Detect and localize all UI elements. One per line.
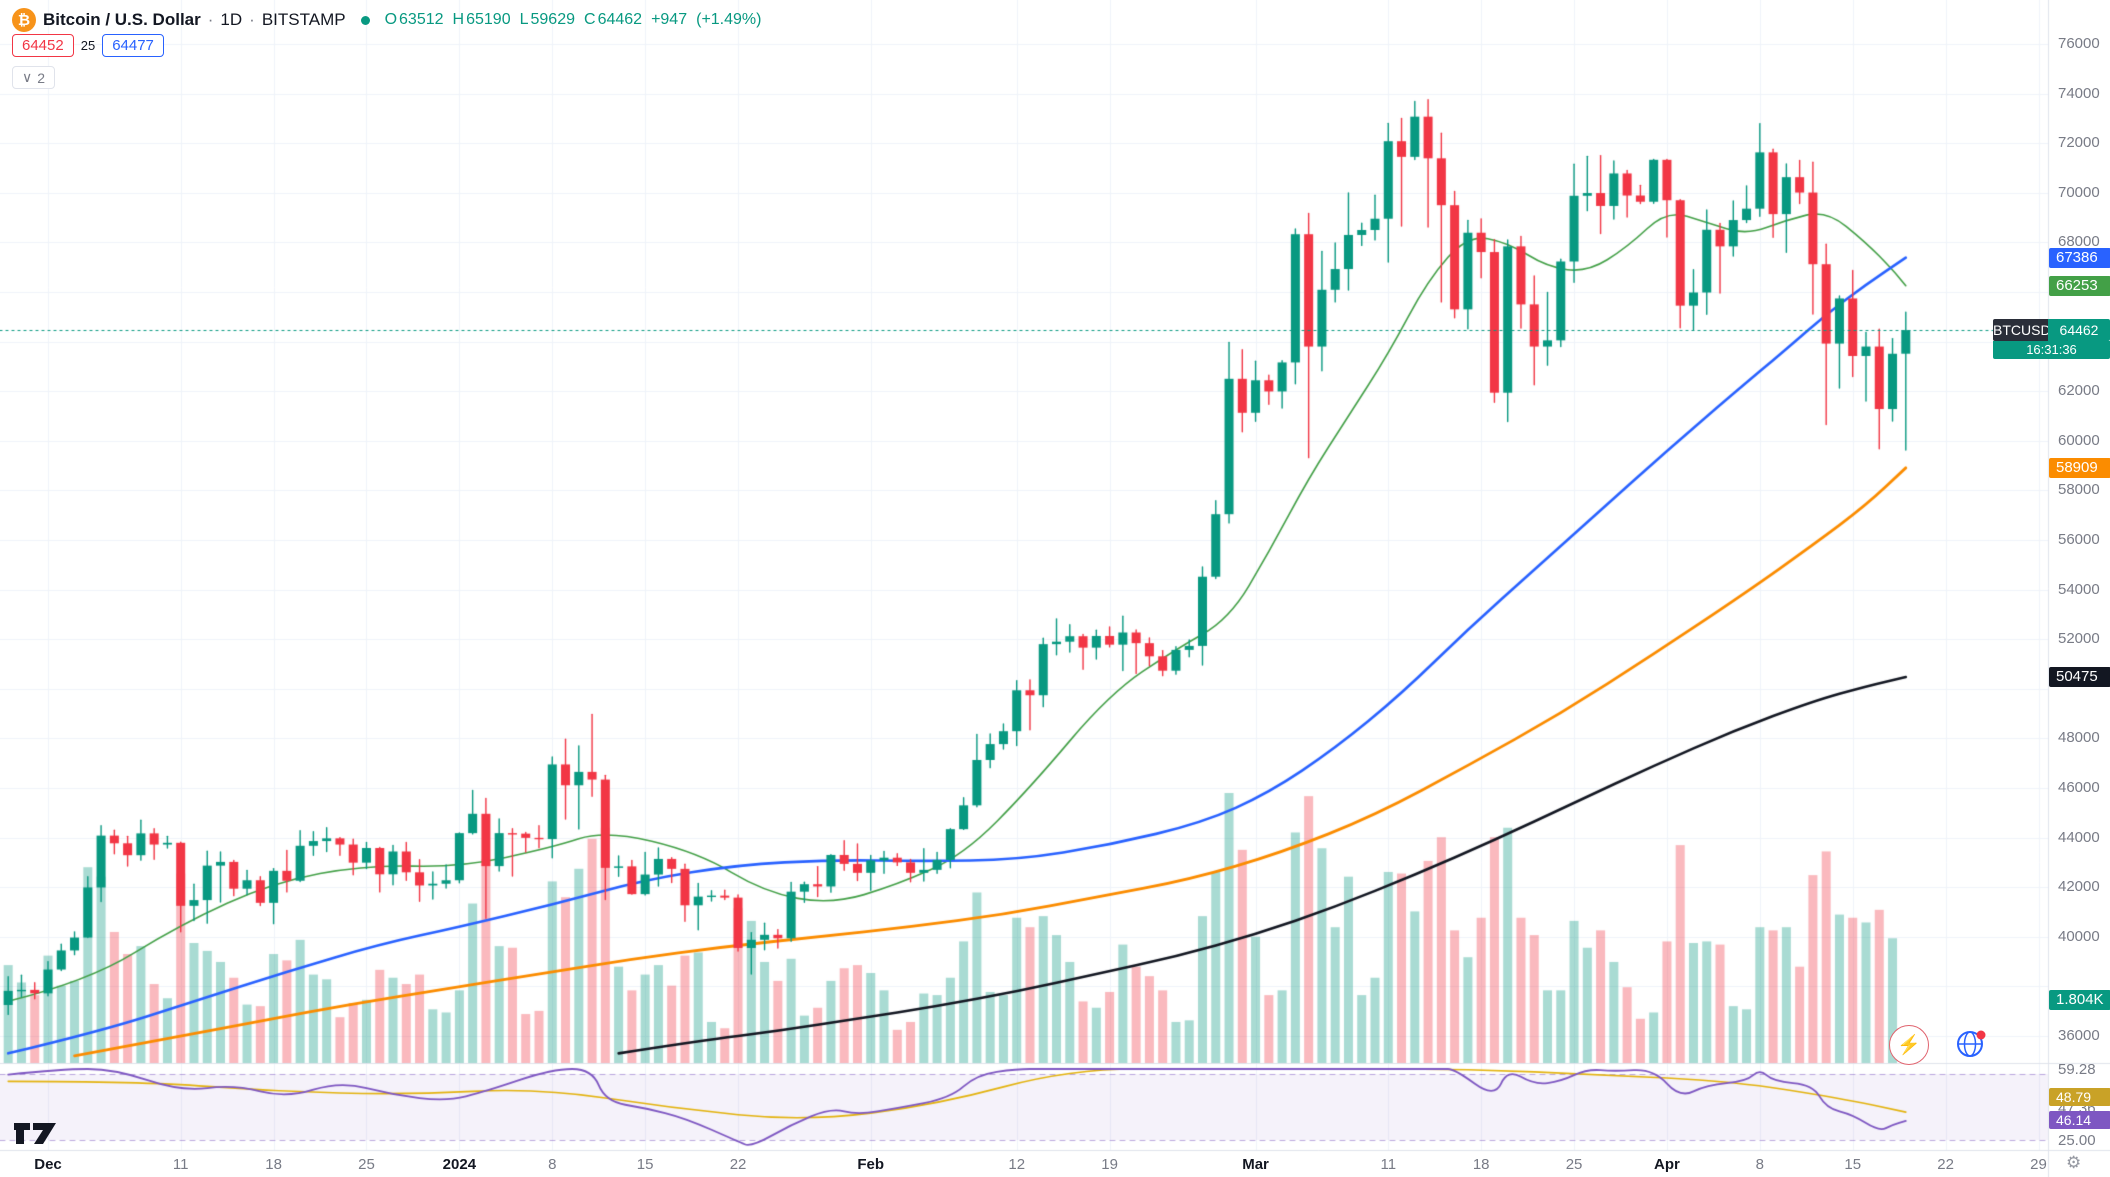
price-axis-tick[interactable]: 40000 [2058, 927, 2100, 945]
ohlc-low-value: 59629 [530, 11, 576, 28]
rsi-axis-badge: 46.14 [2049, 1111, 2110, 1129]
change-percent: (+1.49%) [696, 11, 762, 28]
price-axis-tick[interactable]: 46000 [2058, 779, 2100, 796]
exchange-label[interactable]: BITSTAMP [261, 10, 346, 29]
price-axis-tick[interactable]: 70000 [2058, 183, 2100, 201]
price-axis-tick[interactable]: 36000 [2058, 1027, 2100, 1044]
lightning-icon[interactable]: ⚡ [1889, 1025, 1929, 1065]
price-axis-tick[interactable]: 48000 [2058, 729, 2100, 747]
price-axis-tick[interactable]: 76000 [2058, 35, 2100, 52]
time-axis-label[interactable]: Mar [1242, 1156, 1269, 1173]
price-axis-tick[interactable]: 62000 [2058, 382, 2100, 400]
rsi-axis-badge: 48.79 [2049, 1088, 2110, 1106]
time-axis-label[interactable]: 29 [2030, 1156, 2047, 1173]
time-axis-label[interactable]: 12 [1008, 1156, 1026, 1173]
price-axis-tick[interactable]: 72000 [2058, 134, 2100, 152]
settings-gear-icon[interactable]: ⚙ [2066, 1153, 2082, 1172]
globe-icon[interactable] [1954, 1027, 1988, 1061]
last-price-symbol: BTCUSD [1993, 319, 2051, 342]
time-axis-label[interactable]: 8 [1755, 1156, 1764, 1173]
last-price-value: 64462 [2048, 319, 2110, 342]
ohlc-low-label: L [519, 11, 529, 28]
collapse-count: 2 [37, 69, 46, 86]
time-axis-label[interactable]: 8 [548, 1156, 557, 1173]
market-status-dot [360, 15, 370, 25]
change-value: +947 [651, 11, 688, 28]
price-axis-tick[interactable]: 58000 [2058, 481, 2100, 499]
last-price-countdown: 16:31:36 [1993, 341, 2110, 360]
time-axis-label[interactable]: 11 [1380, 1156, 1397, 1173]
tradingview-logo[interactable] [12, 1118, 58, 1153]
time-axis-label[interactable]: 2024 [442, 1156, 477, 1173]
ohlc-open-label: O [384, 11, 398, 28]
ohlc-values: O 63512 H 65190 L 59629 C 64462 +947 (+1.49%… [385, 11, 762, 29]
ohlc-high-label: H [452, 11, 465, 28]
ohlc-open-value: 63512 [399, 11, 444, 28]
time-axis-label[interactable]: 18 [1472, 1156, 1490, 1173]
time-axis-label[interactable]: 25 [1565, 1156, 1583, 1173]
bitcoin-icon: ₿ [12, 8, 36, 32]
ohlc-close-label: C [584, 11, 596, 28]
time-axis-label[interactable]: Apr [1654, 1156, 1680, 1173]
symbol-legend[interactable]: ₿ Bitcoin / U.S. Dollar · 1D · BITSTAMP … [12, 8, 761, 32]
rsi-axis-tick[interactable]: 59.28 [2058, 1061, 2096, 1078]
time-axis-label[interactable]: Feb [857, 1156, 885, 1173]
price-axis-tick[interactable]: 56000 [2058, 531, 2100, 548]
bid-price-button[interactable]: 64452 [12, 34, 74, 57]
bid-ask-row: 64452 25 64477 [12, 34, 164, 57]
ohlc-high-value: 65190 [466, 11, 511, 28]
price-axis-badge: 66253 [2049, 275, 2110, 296]
volume-badge: 1.804K [2049, 990, 2110, 1010]
ohlc-close-value: 64462 [597, 11, 643, 28]
time-axis-label[interactable]: 19 [1101, 1156, 1118, 1173]
price-axis-tick[interactable]: 68000 [2058, 233, 2100, 251]
ask-price-button[interactable]: 64477 [102, 34, 164, 57]
price-axis-tick[interactable]: 42000 [2058, 878, 2100, 896]
price-axis-badge: 58909 [2049, 457, 2110, 478]
time-axis-label[interactable]: 22 [1937, 1156, 1954, 1173]
chevron-down-icon: ∨ [22, 69, 33, 85]
time-axis-label[interactable]: 15 [636, 1156, 654, 1173]
rsi-axis-tick[interactable]: 25.00 [2058, 1132, 2096, 1149]
time-axis-label[interactable]: 25 [358, 1156, 375, 1173]
interval-label[interactable]: 1D [220, 10, 243, 29]
price-axis-badge: 67386 [2049, 247, 2110, 268]
time-axis-label[interactable]: 11 [172, 1156, 189, 1173]
last-price-badge: BTCUSD 64462 16:31:36 [1993, 319, 2110, 360]
indicators-collapse-button[interactable]: ∨ 2 [12, 66, 56, 89]
time-axis-label[interactable]: 22 [729, 1156, 747, 1173]
time-axis-label[interactable]: Dec [34, 1156, 62, 1173]
price-axis-tick[interactable]: 74000 [2058, 84, 2100, 102]
legend-separator: · [249, 10, 255, 29]
price-axis-tick[interactable]: 52000 [2058, 630, 2100, 648]
spread-value: 25 [80, 38, 96, 53]
price-axis-tick[interactable]: 54000 [2058, 580, 2100, 598]
legend-separator: · [207, 10, 214, 29]
price-axis-badge: 50475 [2049, 667, 2110, 688]
time-axis-label[interactable]: 15 [1844, 1156, 1862, 1173]
time-axis-label[interactable]: 18 [265, 1156, 282, 1173]
price-axis-tick[interactable]: 60000 [2058, 431, 2100, 449]
price-axis-tick[interactable]: 44000 [2058, 828, 2100, 846]
symbol-title[interactable]: Bitcoin / U.S. Dollar [43, 10, 201, 29]
